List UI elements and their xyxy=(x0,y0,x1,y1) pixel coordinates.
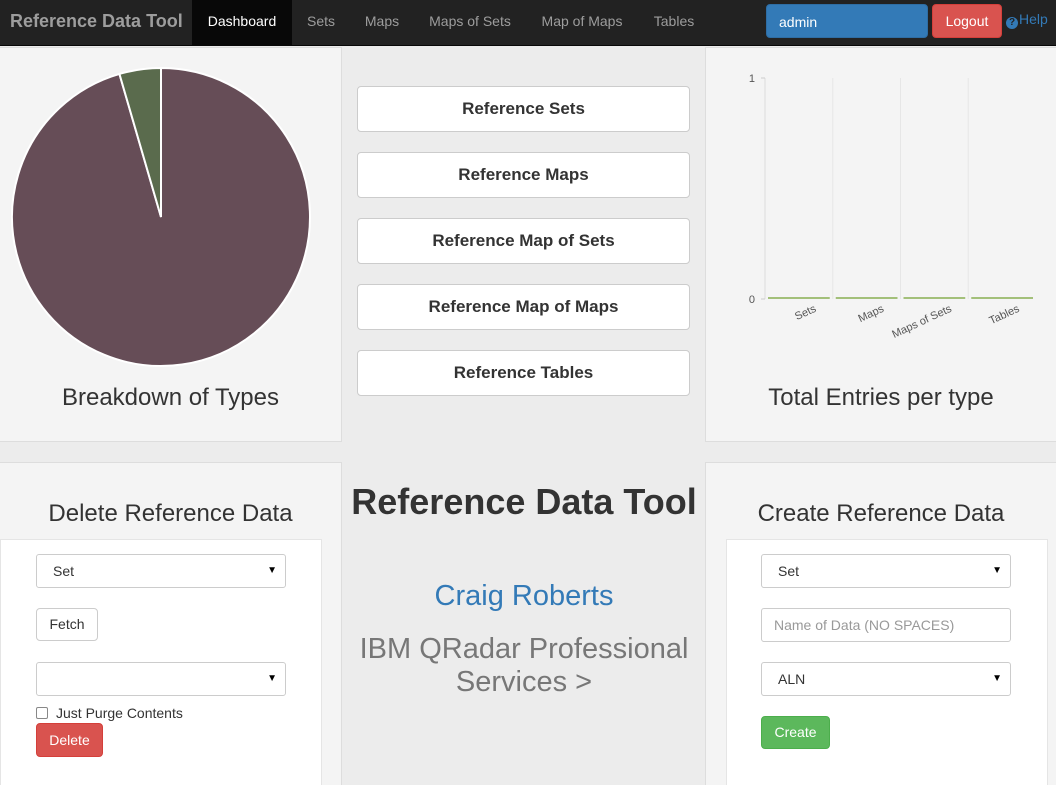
bar-3 xyxy=(971,297,1033,299)
reference-map-of-maps-button[interactable]: Reference Map of Maps xyxy=(357,284,690,330)
author-link[interactable]: Craig Roberts xyxy=(434,580,614,612)
caret-down-icon: ▼ xyxy=(992,673,1002,684)
nav-maps[interactable]: Maps xyxy=(364,13,400,29)
create-type-value: Set xyxy=(778,563,800,579)
nav-sets[interactable]: Sets xyxy=(306,13,335,29)
bar-1 xyxy=(835,297,898,299)
delete-type-select[interactable]: Set ▼ xyxy=(36,554,286,588)
app-brand[interactable]: Reference Data Tool xyxy=(10,11,183,31)
company-link[interactable]: IBM QRadar Professional Services > xyxy=(359,633,689,698)
y-tick-label-1: 1 xyxy=(749,73,755,85)
bar-0 xyxy=(768,297,830,299)
fetch-button[interactable]: Fetch xyxy=(36,608,98,641)
question-icon: ? xyxy=(1006,17,1018,29)
element-type-select[interactable]: ALN ▼ xyxy=(761,662,1011,696)
logout-button[interactable]: Logout xyxy=(932,4,1002,38)
help-label: Help xyxy=(1019,11,1048,27)
bar-panel-title: Total Entries per type xyxy=(768,384,994,411)
delete-item-select[interactable]: ▼ xyxy=(36,662,286,696)
user-field[interactable]: admin xyxy=(766,4,928,38)
delete-button[interactable]: Delete xyxy=(36,723,103,757)
element-type-value: ALN xyxy=(778,671,806,687)
reference-maps-button[interactable]: Reference Maps xyxy=(357,152,690,198)
reference-sets-button[interactable]: Reference Sets xyxy=(357,86,690,132)
pie-panel: Breakdown of Types xyxy=(0,47,342,442)
x-tick-label-2: Maps of Sets xyxy=(890,303,954,341)
x-tick-label-0: Sets xyxy=(793,303,818,323)
bar-2 xyxy=(903,297,966,299)
bar-chart: 0 1 Sets Maps Maps of Sets Tables xyxy=(749,73,1033,341)
y-tick-label-0: 0 xyxy=(749,294,755,306)
reference-tables-button[interactable]: Reference Tables xyxy=(357,350,690,396)
x-tick-label-3: Tables xyxy=(988,303,1022,328)
delete-type-value: Set xyxy=(53,563,75,579)
nav-dashboard[interactable]: Dashboard xyxy=(192,0,292,46)
pie-panel-title: Breakdown of Types xyxy=(61,384,280,411)
delete-panel-title: Delete Reference Data xyxy=(48,500,293,527)
create-type-select[interactable]: Set ▼ xyxy=(761,554,1011,588)
create-panel-title: Create Reference Data xyxy=(757,500,1005,527)
app-title: Reference Data Tool xyxy=(351,481,697,522)
create-button[interactable]: Create xyxy=(761,716,830,749)
navbar: Reference Data Tool Dashboard Sets Maps … xyxy=(0,0,1056,46)
data-name-input[interactable]: Name of Data (NO SPACES) xyxy=(761,608,1011,642)
nav-map-of-maps[interactable]: Map of Maps xyxy=(541,13,623,29)
caret-down-icon: ▼ xyxy=(267,673,277,684)
purge-label: Just Purge Contents xyxy=(56,705,183,721)
x-tick-label-1: Maps xyxy=(856,303,886,325)
caret-down-icon: ▼ xyxy=(267,565,277,576)
nav-tables[interactable]: Tables xyxy=(653,13,695,29)
pie-slice-1 xyxy=(118,66,162,218)
purge-checkbox[interactable] xyxy=(36,707,48,719)
reference-map-of-sets-button[interactable]: Reference Map of Sets xyxy=(357,218,690,264)
nav-maps-of-sets[interactable]: Maps of Sets xyxy=(429,13,511,29)
caret-down-icon: ▼ xyxy=(992,565,1002,576)
bar-panel: 0 1 Sets Maps Maps of Sets Tables Total Entri… xyxy=(705,47,1056,442)
help-link[interactable]: ? Help xyxy=(1006,11,1048,29)
pie-chart xyxy=(11,66,311,367)
